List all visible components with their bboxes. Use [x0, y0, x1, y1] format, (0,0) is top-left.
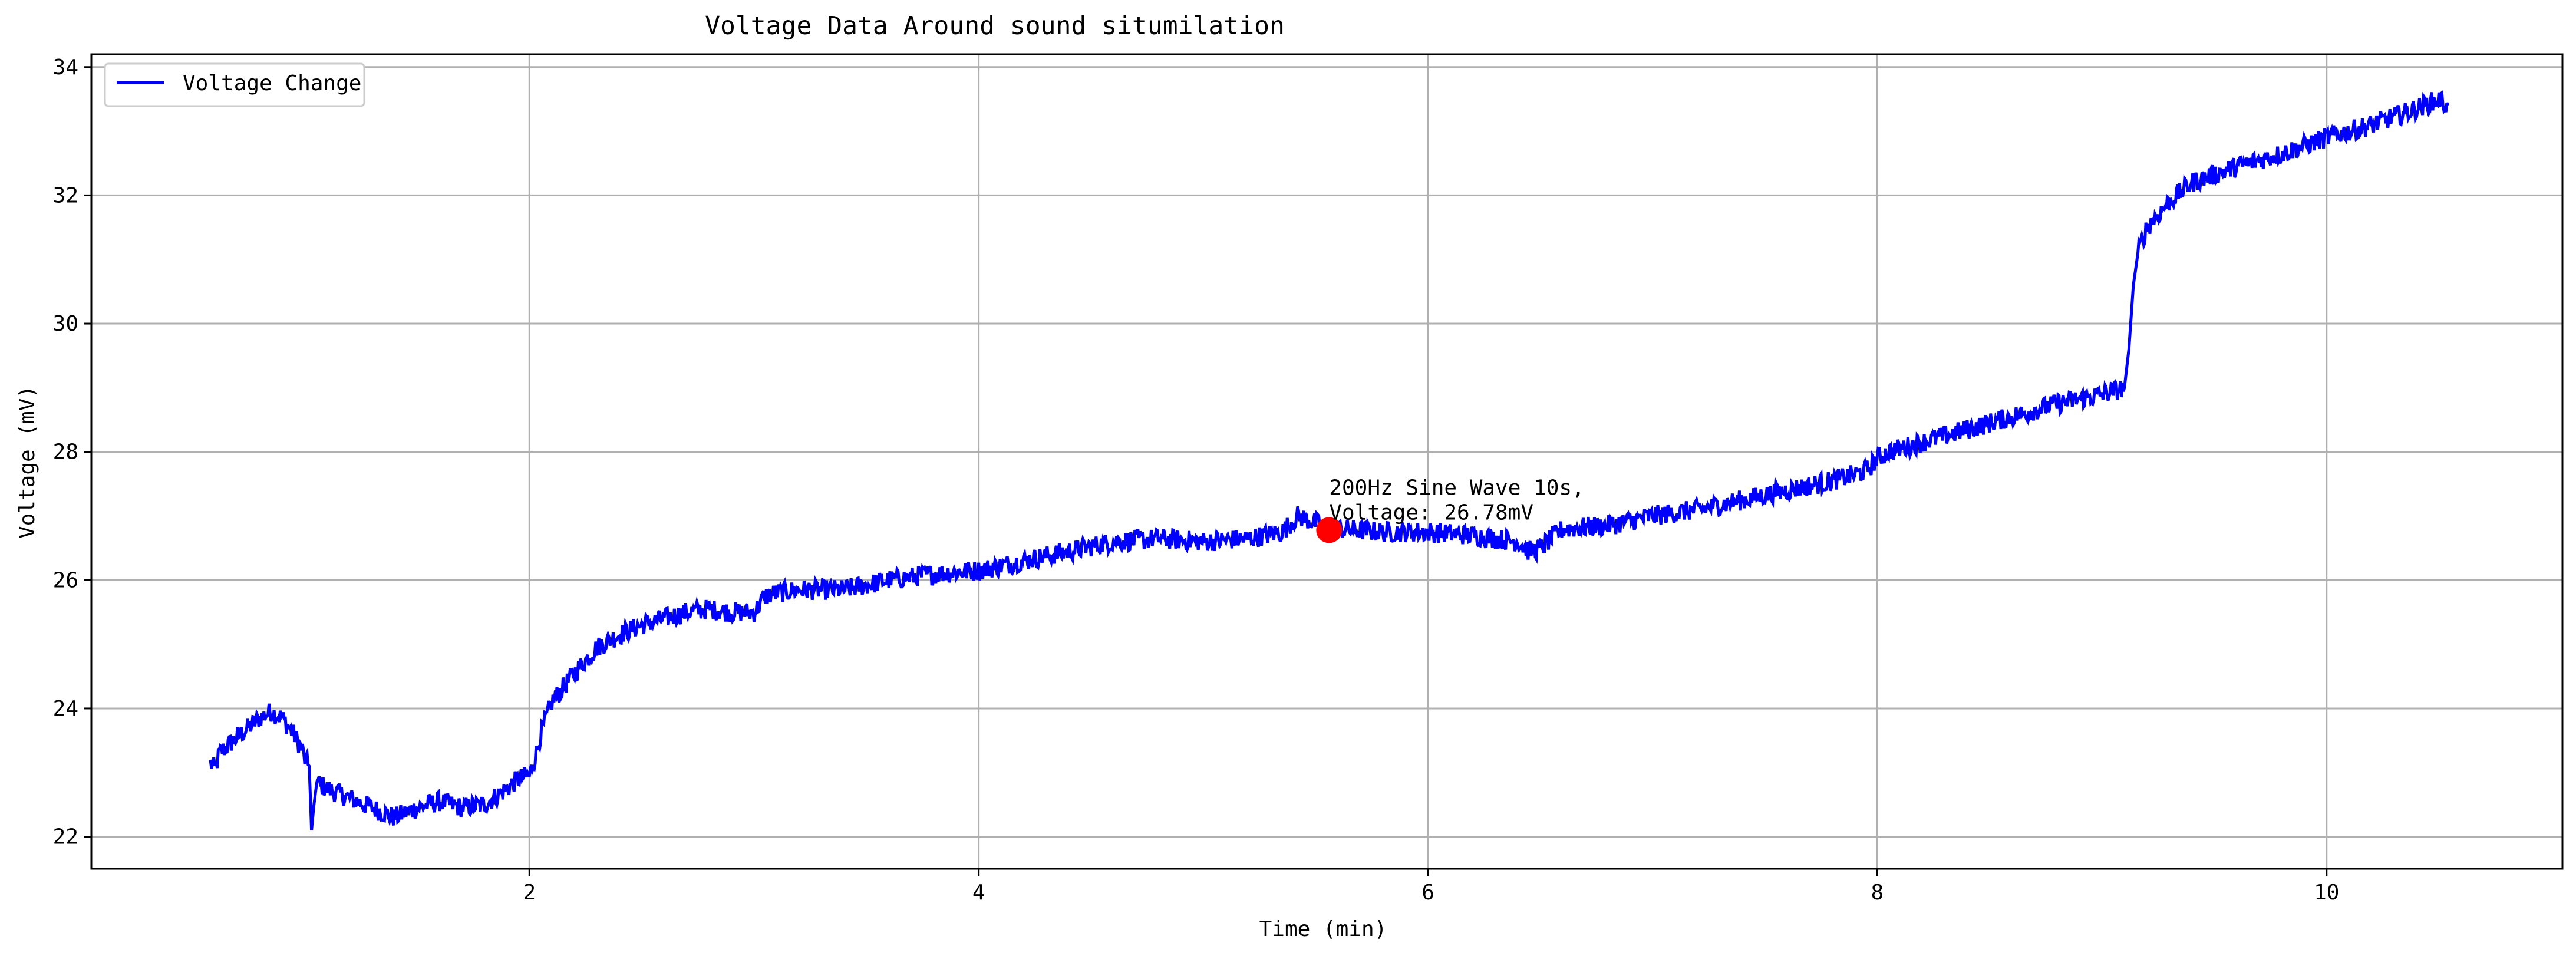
y-tick-label: 34: [53, 55, 78, 80]
annotation: 200Hz Sine Wave 10s, Voltage: 26.78mV: [1316, 476, 1585, 543]
chart-title: Voltage Data Around sound situmilation: [705, 11, 1285, 41]
x-tick-label: 10: [2314, 881, 2339, 905]
y-tick-label: 26: [53, 568, 78, 592]
y-tick-label: 32: [53, 183, 78, 207]
y-tick-label: 24: [53, 697, 78, 721]
grid-lines: [91, 54, 2562, 869]
plot-frame: [90, 53, 2564, 870]
annotation-label-line1: 200Hz Sine Wave 10s,: [1329, 476, 1584, 500]
series-layer: [209, 90, 2449, 830]
x-tick-label: 6: [1421, 881, 1434, 905]
voltage-change-line: [209, 90, 2449, 830]
annotation-marker: [1316, 517, 1343, 543]
y-axis-label: Voltage (mV): [15, 385, 39, 539]
x-tick-label: 4: [972, 881, 985, 905]
annotation-label-line2: Voltage: 26.78mV: [1329, 500, 1533, 525]
legend: Voltage Change: [104, 62, 365, 107]
legend-label: Voltage Change: [183, 71, 361, 95]
y-tick-label: 30: [53, 312, 78, 336]
y-tick-label: 22: [53, 825, 78, 849]
x-tick-label: 8: [1871, 881, 1884, 905]
legend-box: [104, 62, 365, 107]
y-tick-label: 28: [53, 440, 78, 464]
x-tick-label: 2: [523, 881, 536, 905]
x-axis-label: Time (min): [1259, 917, 1387, 941]
